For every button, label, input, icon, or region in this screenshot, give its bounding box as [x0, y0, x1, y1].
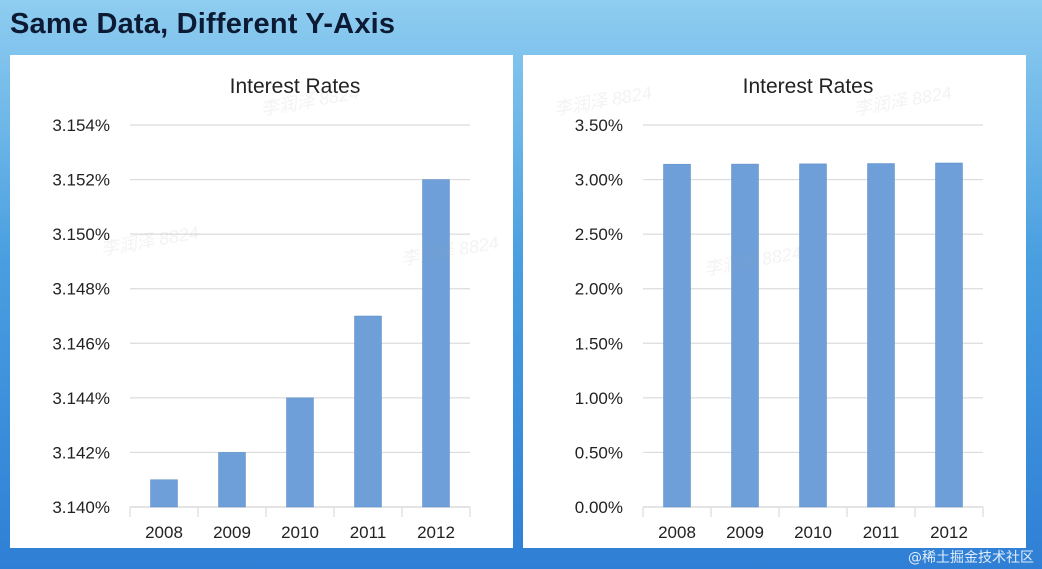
y-tick-label: 3.152% [52, 171, 110, 190]
y-tick-label: 2.50% [575, 225, 623, 244]
bar-2008 [663, 163, 691, 508]
chart-title: Interest Rates [230, 75, 361, 98]
y-tick-label: 3.00% [575, 171, 623, 190]
x-tick-label: 2009 [213, 523, 251, 542]
x-tick-label: 2008 [145, 523, 183, 542]
chart-zero-axis: Interest Rates 0.00% 0.50% 1.00% 1.50% 2.00% 2… [575, 75, 984, 542]
bar-2011 [354, 315, 382, 508]
y-tick-label: 0.50% [575, 443, 623, 462]
chart-title: Interest Rates [743, 75, 874, 98]
x-tick-label: 2008 [658, 523, 696, 542]
chart-panel-narrow-axis: Interest Rates 3.140% 3.142% 3.144% 3.146% 3.… [10, 55, 513, 548]
x-tick-label: 2009 [726, 523, 764, 542]
x-tick-label: 2010 [794, 523, 832, 542]
x-tick-label: 2012 [417, 523, 455, 542]
y-tick-label: 3.150% [52, 225, 110, 244]
y-tick-label: 3.146% [52, 334, 110, 353]
y-tick-label: 3.140% [52, 498, 110, 517]
bar-2010 [286, 397, 314, 508]
x-tick-label: 2010 [281, 523, 319, 542]
y-tick-label: 3.50% [575, 116, 623, 135]
bar-2011 [867, 163, 895, 508]
bar-2012 [422, 179, 450, 508]
bar-2010 [799, 163, 827, 508]
corner-watermark: @稀土掘金技术社区 [908, 550, 1034, 566]
y-tick-label: 3.148% [52, 280, 110, 299]
y-tick-label: 0.00% [575, 498, 623, 517]
x-tick-label: 2012 [930, 523, 968, 542]
y-tick-label: 1.50% [575, 334, 623, 353]
bar-2009 [731, 163, 759, 508]
chart-panel-zero-axis: Interest Rates 0.00% 0.50% 1.00% 1.50% 2.00% 2… [523, 55, 1026, 548]
y-tick-label: 3.144% [52, 389, 110, 408]
bar-2012 [935, 162, 963, 508]
slide-title: Same Data, Different Y-Axis [10, 8, 396, 40]
y-tick-label: 2.00% [575, 280, 623, 299]
x-tick-label: 2011 [863, 523, 900, 542]
bar-2009 [218, 452, 246, 508]
x-tick-label: 2011 [350, 523, 387, 542]
chart-narrow-axis: Interest Rates 3.140% 3.142% 3.144% 3.146% 3.… [52, 75, 471, 542]
y-tick-label: 3.142% [52, 443, 110, 462]
y-tick-label: 3.154% [52, 116, 110, 135]
bar-2008 [150, 479, 178, 508]
y-tick-label: 1.00% [575, 389, 623, 408]
